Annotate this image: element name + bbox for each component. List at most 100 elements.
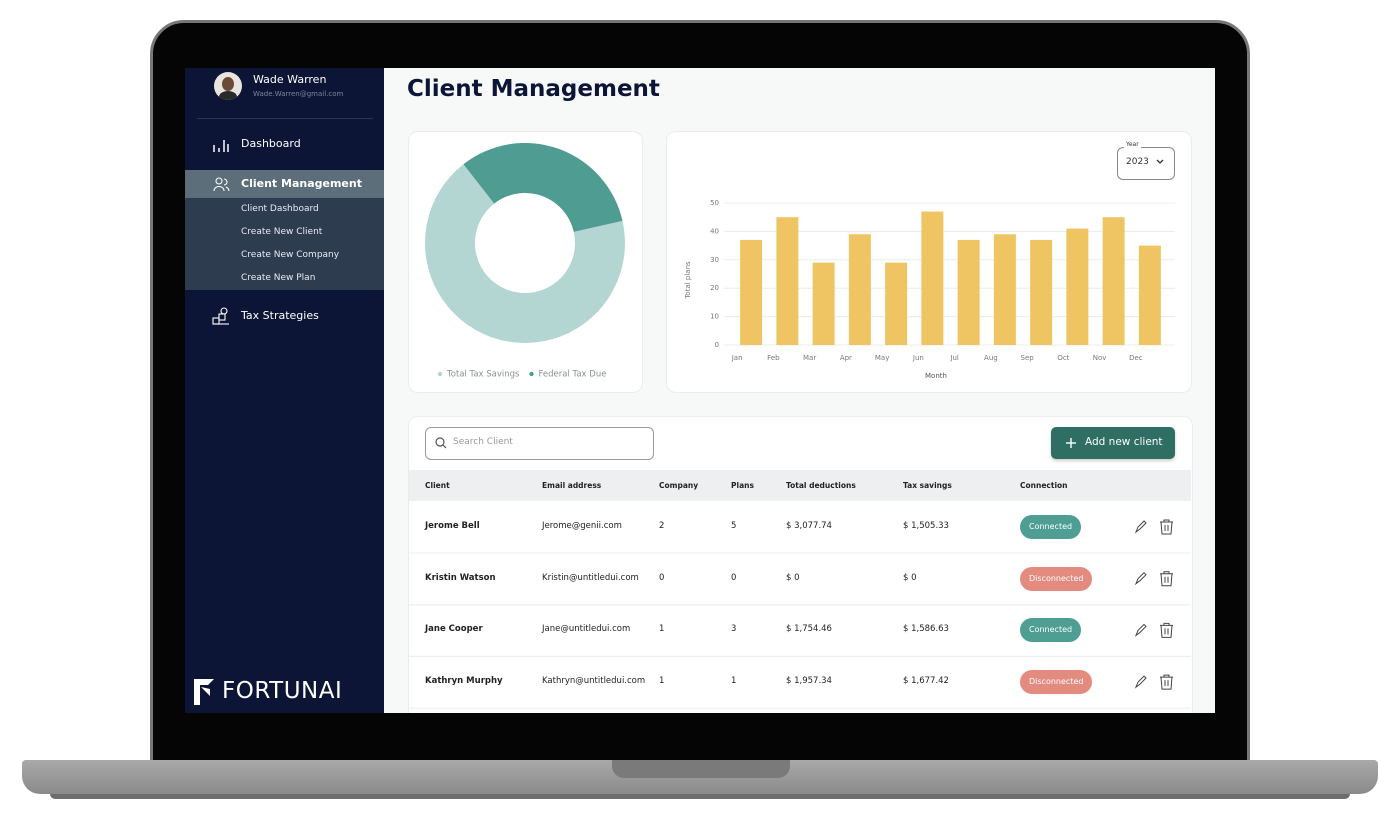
x-tick-label: Apr [840,354,852,362]
x-tick-label: Nov [1093,354,1107,362]
table-cell: $ 0 [786,572,800,583]
table-cell: $ 1,586.63 [903,624,949,635]
bar [1102,217,1125,345]
delete-icon[interactable] [1160,674,1173,690]
table-cell: 0 [659,572,665,583]
nav-item[interactable]: Dashboard [241,137,301,150]
donut-segment [463,142,623,232]
column-header: Connection [1020,481,1068,490]
client-name: Kristin Watson [425,572,496,583]
nav-item[interactable]: Tax Strategies [241,309,319,322]
table-cell: Jane@untitledui.com [542,624,631,635]
column-header: Email address [542,481,602,490]
table-header-bg [409,470,1191,501]
legend-label: Total Tax Savings [446,370,520,380]
submenu-item[interactable]: Client Dashboard [241,204,319,214]
brand-logo [194,679,214,705]
user-email: Wade.Warren@gmail.com [253,90,344,98]
divider [197,118,373,119]
bar [957,239,980,345]
delete-icon[interactable] [1160,622,1173,638]
edit-icon[interactable] [1134,623,1147,637]
y-tick-label: 20 [710,284,719,292]
table-cell: 5 [731,521,737,531]
laptop-notch [612,760,790,778]
status-pill: Connected [1020,515,1082,539]
status-pill: Connected [1020,618,1082,643]
table-cell: $ 1,957.34 [786,676,832,687]
status-pill: Disconnected [1020,566,1093,591]
year-value: 2023 [1126,157,1149,167]
bar [921,211,944,345]
brand-name: FORTUNAI [222,678,343,704]
search-placeholder: Search Client [453,437,513,447]
y-tick-label: 0 [715,341,719,349]
delete-icon[interactable] [1160,571,1173,587]
y-tick-label: 40 [710,227,719,235]
search-icon [435,437,447,449]
user-name: Wade Warren [253,73,327,86]
client-name: Jerome Bell [425,521,480,531]
table-cell: Kristin@untitledui.com [542,572,639,583]
table-cell: 3 [731,624,737,635]
column-header: Plans [731,481,754,490]
bar [776,217,799,345]
x-tick-label: Oct [1057,354,1069,362]
submenu-item[interactable]: Create New Company [241,250,340,260]
table-cell: $ 0 [903,572,917,583]
submenu-bg [185,198,384,290]
status-pill: Disconnected [1020,670,1093,695]
submenu-item[interactable]: Create New Client [241,227,323,237]
edit-icon[interactable] [1134,571,1147,586]
table-cell: $ 1,754.46 [786,624,832,635]
bar [740,239,763,345]
chevron [1156,159,1164,164]
tax-icon [212,307,229,325]
search-box[interactable] [425,427,654,460]
submenu-item[interactable]: Create New Plan [241,273,316,283]
year-label: Year [1124,141,1141,148]
bar [1138,245,1161,345]
donut-segment [424,164,626,343]
avatar [214,72,242,100]
x-tick-label: Dec [1129,354,1143,362]
column-header: Tax savings [903,481,952,490]
table-cell: 1 [731,676,737,687]
edit-icon[interactable] [1134,675,1147,689]
edit-icon[interactable] [1134,520,1147,534]
table-cell: Kathryn@untitledui.com [542,676,646,687]
x-tick-label: May [875,354,889,362]
nav-item-active[interactable]: Client Management [241,177,362,190]
legend-dot [437,371,443,377]
table-cell: $ 1,505.33 [903,521,949,531]
table-cell: 1 [659,676,665,687]
dashboard-icon [213,140,229,152]
bar [885,262,908,345]
x-tick-label: Jan [731,354,743,362]
table-cell: 2 [659,521,665,531]
bar [1030,239,1053,345]
year-select[interactable] [1117,147,1175,180]
add-client-label: Add new client [1085,436,1163,448]
bar [993,234,1016,345]
y-axis-label: Total plans [684,261,692,300]
x-tick-label: Sep [1021,354,1035,362]
client-name: Jane Cooper [425,624,483,635]
y-tick-label: 50 [710,199,719,207]
table-cell: $ 3,077.74 [786,521,832,531]
column-header: Company [659,481,699,490]
bar [812,262,835,345]
legend-dot [529,371,534,377]
bar [848,234,871,345]
page-title: Client Management [407,76,660,102]
x-tick-label: Jun [912,354,924,362]
x-tick-label: Mar [803,354,816,362]
column-header: Client [425,481,450,490]
x-tick-label: Feb [767,354,780,362]
legend-label: Federal Tax Due [539,370,607,380]
delete-icon[interactable] [1160,519,1173,535]
table-cell: $ 1,677.42 [903,676,949,687]
plus-icon [1066,438,1076,448]
